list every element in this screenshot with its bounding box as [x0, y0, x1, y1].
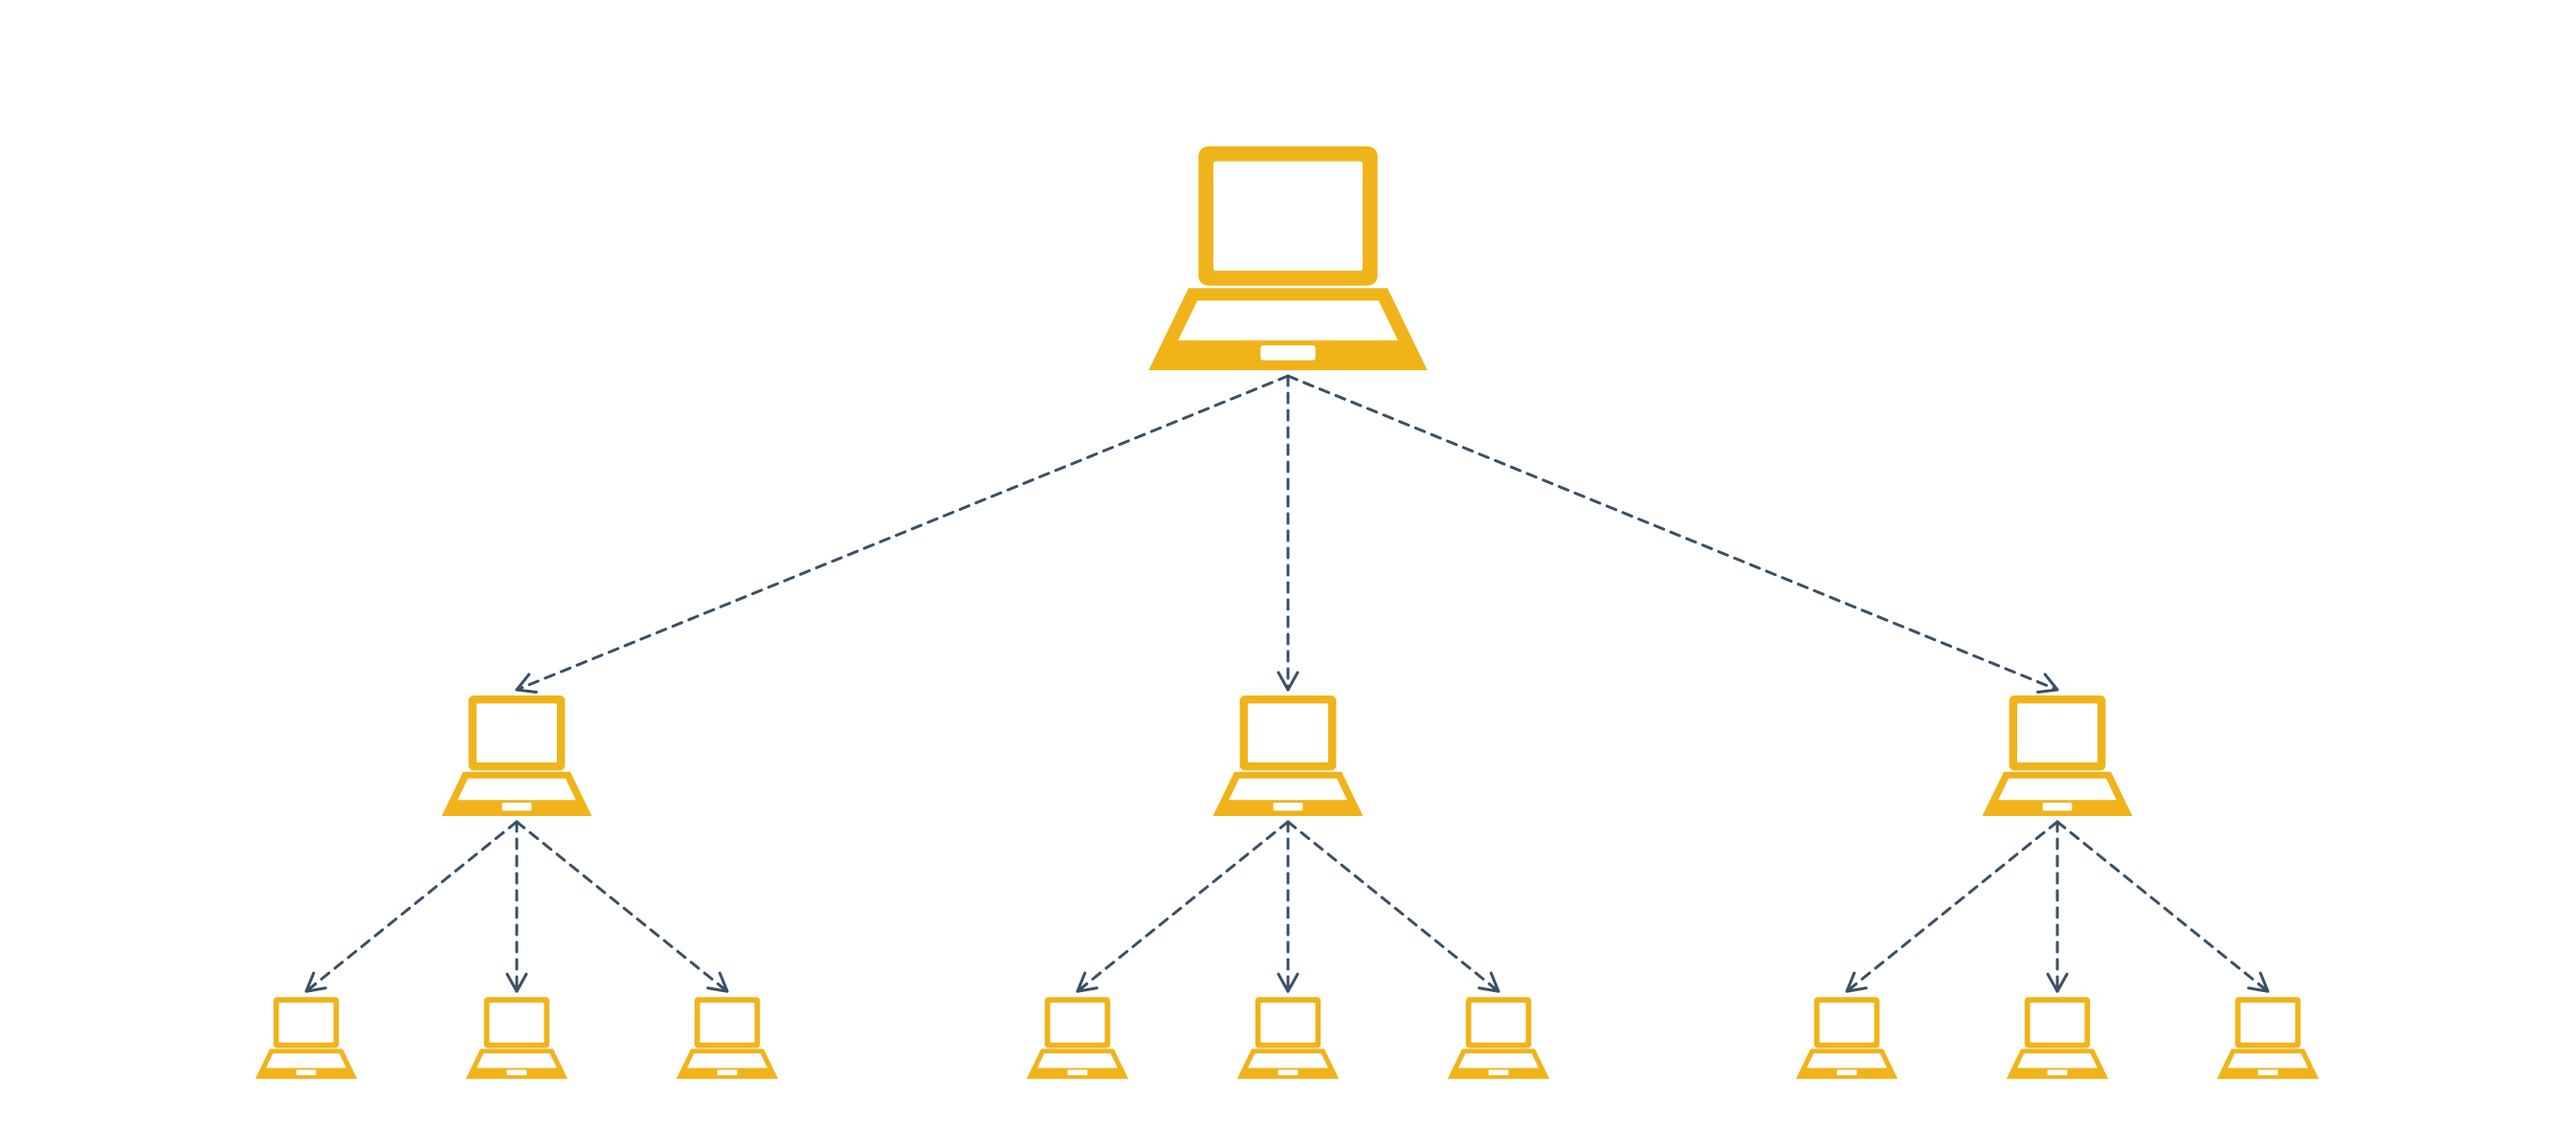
edge [1077, 822, 1288, 991]
laptop-icon [442, 695, 592, 816]
laptop-icon [2217, 997, 2319, 1079]
laptop-icon [466, 997, 567, 1079]
nodes [255, 146, 2319, 1079]
laptop-icon [1213, 695, 1364, 816]
laptop-icon [1148, 146, 1427, 370]
edge [1288, 376, 2057, 690]
edges [306, 376, 2268, 991]
edge [2057, 822, 2268, 991]
laptop-icon [1983, 695, 2133, 816]
laptop-icon [1448, 997, 1549, 1079]
laptop-icon [2007, 997, 2108, 1079]
laptop-icon [255, 997, 357, 1079]
laptop-icon [1237, 997, 1339, 1079]
edge [517, 822, 727, 991]
laptop-icon [677, 997, 778, 1079]
tree-diagram [0, 0, 2576, 1148]
edge [306, 822, 517, 991]
laptop-icon [1796, 997, 1898, 1079]
edge [1288, 822, 1499, 991]
edge [1847, 822, 2057, 991]
edge [517, 376, 1288, 690]
laptop-icon [1027, 997, 1128, 1079]
